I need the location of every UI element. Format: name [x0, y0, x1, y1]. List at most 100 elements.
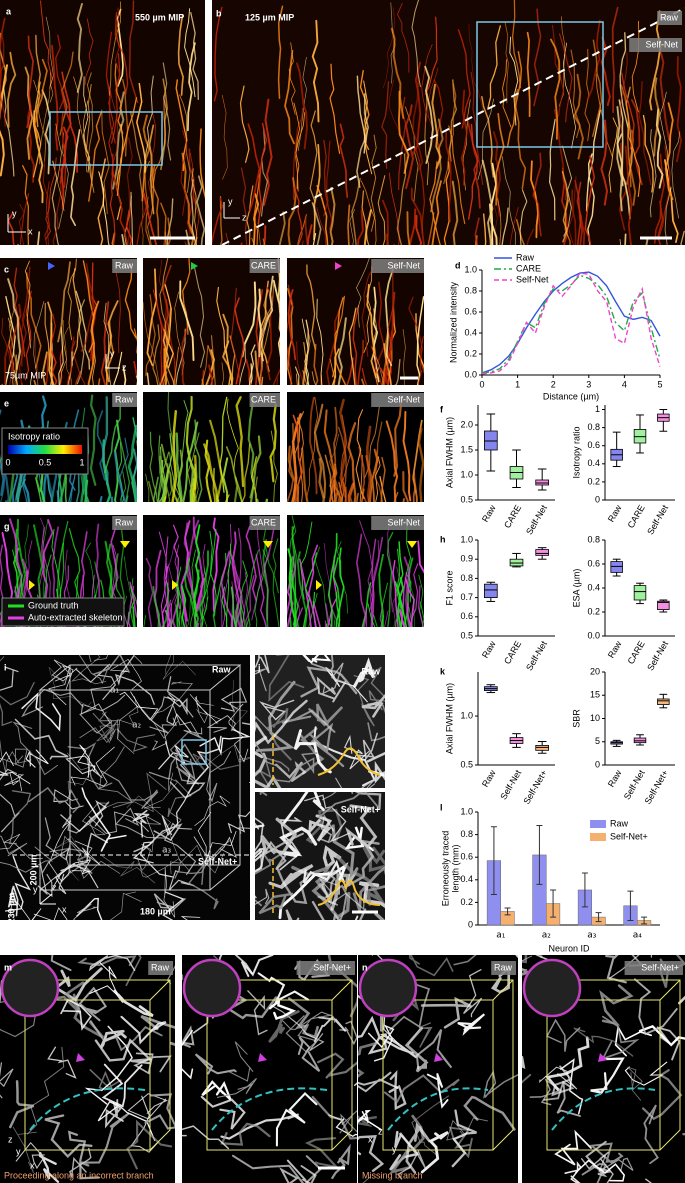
image-texture	[92, 345, 96, 385]
image-texture	[1, 318, 12, 385]
image-texture	[101, 109, 110, 215]
panel-label: h	[440, 534, 446, 544]
image-texture	[12, 721, 59, 776]
image	[287, 392, 424, 502]
image-tag: Self-Net+	[198, 856, 237, 866]
legend-label: Raw	[610, 818, 629, 828]
panel-label: k	[440, 666, 446, 676]
image-texture	[177, 400, 189, 502]
image-texture	[67, 351, 73, 385]
image-texture	[89, 394, 97, 486]
image-texture	[9, 1080, 35, 1129]
image-texture	[506, 50, 523, 147]
image-texture	[212, 467, 216, 502]
image-texture	[233, 566, 246, 627]
image-texture	[260, 127, 268, 217]
image-texture	[0, 666, 19, 691]
image-texture	[526, 31, 531, 118]
image-texture	[402, 471, 409, 502]
image-texture	[254, 476, 258, 502]
image-texture	[219, 589, 223, 627]
image-texture	[363, 266, 373, 353]
image-texture	[339, 1020, 357, 1046]
image-texture	[145, 294, 156, 377]
image-texture	[142, 192, 158, 245]
image-texture	[295, 112, 306, 190]
image-texture	[182, 258, 191, 335]
image-texture	[343, 839, 380, 889]
roi-box	[476, 21, 604, 148]
x-tick-label: 2	[551, 379, 556, 389]
image-texture	[70, 129, 81, 227]
image-texture	[88, 112, 102, 202]
x-tick-label: Raw	[606, 768, 624, 789]
image-texture	[122, 79, 129, 157]
image-texture	[263, 225, 267, 245]
image-texture	[284, 49, 295, 145]
y-tick-label: 1.0	[460, 469, 473, 479]
axis-letter: z	[122, 362, 127, 372]
image-texture	[164, 284, 174, 369]
image-texture	[33, 301, 45, 385]
image	[287, 258, 424, 385]
x-tick-label: Self-Net	[524, 639, 549, 673]
tag-background	[112, 393, 137, 407]
image-texture	[170, 603, 172, 627]
arrowhead	[76, 1053, 85, 1062]
image-texture	[297, 214, 307, 245]
image-texture	[367, 603, 376, 627]
panel-label: b	[216, 8, 222, 18]
image-texture	[302, 655, 332, 664]
image-texture	[60, 126, 69, 210]
legend-label: Auto-extracted skeleton	[28, 612, 123, 622]
image-texture	[421, 44, 433, 126]
dimension-label: 200 µm	[28, 855, 38, 886]
image-texture	[374, 421, 384, 502]
image-texture	[495, 112, 505, 206]
image-texture	[335, 591, 341, 627]
image-texture	[145, 473, 150, 502]
image-texture	[335, 777, 376, 788]
image-texture	[335, 855, 385, 906]
image-texture	[424, 16, 438, 95]
image-texture	[411, 76, 424, 172]
y-tick-label: 0.5	[460, 630, 473, 640]
image-texture	[245, 358, 252, 385]
image-texture	[125, 955, 142, 987]
image-texture	[296, 341, 305, 385]
image-texture	[671, 131, 681, 219]
y-tick-label: 0.5	[460, 494, 473, 504]
tag-background	[249, 516, 280, 530]
image-texture	[448, 125, 466, 225]
image-texture	[443, 161, 450, 245]
image-texture	[235, 527, 242, 627]
box	[633, 585, 647, 601]
image-texture	[0, 739, 32, 773]
panel-label: g	[4, 521, 10, 531]
image-texture	[231, 531, 241, 627]
image-texture	[174, 840, 230, 879]
arrowhead	[48, 262, 55, 270]
image-texture	[309, 396, 318, 495]
image-texture	[35, 336, 39, 385]
image-texture	[330, 873, 351, 911]
image-texture	[105, 31, 116, 144]
image-texture	[180, 916, 201, 920]
image-texture	[37, 861, 53, 898]
image-texture	[149, 431, 158, 502]
image-tag: CARE	[251, 394, 276, 404]
y-tick-label: 0	[595, 759, 600, 769]
arrowhead	[434, 1053, 443, 1062]
image-texture	[296, 62, 308, 150]
arrowhead	[258, 1053, 267, 1062]
image-texture	[93, 655, 143, 665]
image-texture	[230, 287, 241, 385]
x-tick-label: Raw	[606, 639, 624, 660]
axis-letter: y	[16, 1146, 21, 1156]
image-texture	[411, 1095, 450, 1157]
y-tick-label: 0.2	[460, 897, 473, 907]
image-texture	[127, 586, 135, 627]
arrowhead	[335, 262, 342, 270]
image-texture	[241, 571, 249, 627]
image-texture	[443, 83, 457, 185]
